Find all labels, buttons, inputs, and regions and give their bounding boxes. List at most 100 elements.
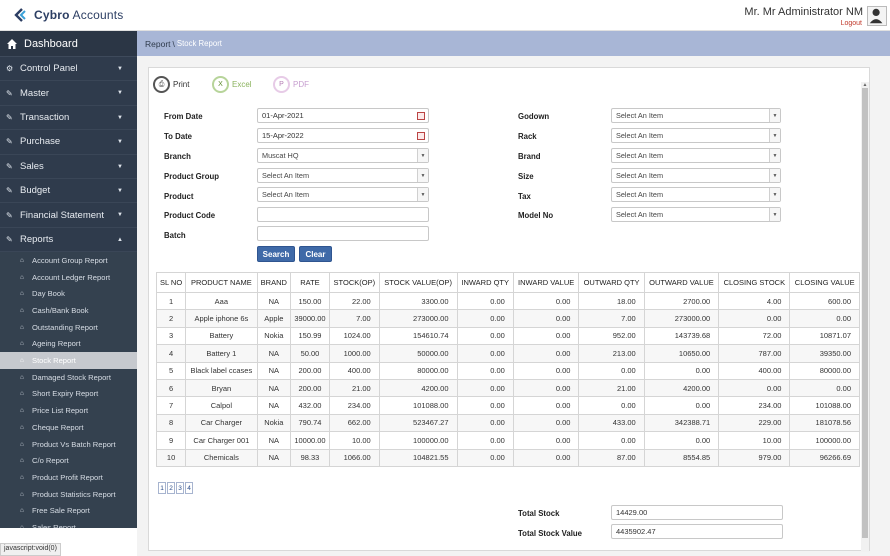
sidebar-item-label: Master — [20, 87, 50, 99]
tax-select[interactable]: Select An Item ▼ — [611, 187, 781, 202]
sidebar-link-damaged-stock-report[interactable]: ⌂ Damaged Stock Report — [0, 368, 137, 386]
table-cell: 10650.00 — [643, 344, 720, 363]
table-cell: 80000.00 — [378, 361, 458, 380]
page-link[interactable]: 4 — [185, 482, 193, 494]
sidebar-link-label: Sales Report — [32, 522, 76, 528]
home-icon: ⌂ — [20, 423, 24, 431]
sidebar-item-control-panel[interactable]: ⚙ Control Panel ▼ — [0, 57, 137, 82]
rack-select[interactable]: Select An Item ▼ — [611, 128, 781, 143]
sidebar-link-product-profit-report[interactable]: ⌂ Product Profit Report — [0, 469, 137, 486]
sidebar-link-c-o-report[interactable]: ⌂ C/o Report — [0, 452, 137, 470]
app-logo[interactable]: Cybro Accounts — [14, 8, 124, 22]
sidebar-link-ageing-report[interactable]: ⌂ Ageing Report — [0, 335, 137, 353]
logo-icon — [14, 8, 26, 22]
column-header: INWARD VALUE — [512, 272, 580, 293]
print-button[interactable]: ⎙ Print — [153, 76, 189, 93]
table-cell: 0.00 — [456, 448, 514, 467]
table-cell: 787.00 — [718, 344, 791, 363]
table-cell: 3 — [155, 326, 187, 346]
table-cell: 39000.00 — [290, 309, 330, 328]
sidebar-link-stock-report[interactable]: ⌂ Stock Report — [0, 352, 137, 369]
sidebar-item-reports[interactable]: ✎ Reports ▲ — [0, 228, 137, 253]
total-stock-label: Total Stock — [518, 509, 560, 518]
home-icon: ⌂ — [20, 323, 24, 331]
sidebar-link-account-group-report[interactable]: ⌂ Account Group Report — [0, 252, 137, 269]
sidebar-item-financial-statement[interactable]: ✎ Financial Statement ▼ — [0, 203, 137, 228]
table-cell: NA — [256, 291, 292, 311]
sidebar-link-cheque-report[interactable]: ⌂ Cheque Report — [0, 419, 137, 436]
breadcrumb-current: Stock Report — [176, 39, 222, 48]
table-cell: 400.00 — [328, 361, 380, 380]
sidebar-link-outstanding-report[interactable]: ⌂ Outstanding Report — [0, 318, 137, 336]
table-cell: 1000.00 — [328, 344, 380, 363]
brand-select[interactable]: Select An Item ▼ — [611, 148, 781, 163]
product-select[interactable]: Select An Item ▼ — [257, 187, 429, 202]
scrollbar-thumb[interactable] — [862, 88, 868, 538]
table-cell: 273000.00 — [643, 309, 720, 328]
page-link[interactable]: 1 — [158, 482, 166, 494]
pdf-button[interactable]: P PDF — [273, 76, 309, 93]
table-cell: 80000.00 — [789, 361, 860, 380]
breadcrumb-parent[interactable]: Report — [145, 38, 171, 49]
sidebar-item-sales[interactable]: ✎ Sales ▼ — [0, 155, 137, 179]
chevron-down-icon: ▼ — [117, 212, 123, 219]
table-cell: 790.74 — [290, 413, 330, 433]
product-group-select[interactable]: Select An Item ▼ — [257, 168, 429, 183]
to-date-input[interactable]: 15-Apr-2022 — [257, 128, 429, 143]
chevron-down-icon: ▼ — [769, 129, 780, 142]
size-select[interactable]: Select An Item ▼ — [611, 168, 781, 183]
sidebar-link-product-statistics-report[interactable]: ⌂ Product Statistics Report — [0, 485, 137, 503]
scroll-up-arrow[interactable]: ▲ — [862, 82, 868, 88]
sidebar-link-product-vs-batch-report[interactable]: ⌂ Product Vs Batch Report — [0, 435, 137, 453]
godown-select[interactable]: Select An Item ▼ — [611, 108, 781, 123]
calendar-icon[interactable] — [417, 112, 425, 120]
table-cell: 10 — [155, 448, 187, 467]
table-cell: 154610.74 — [378, 326, 458, 346]
batch-input[interactable] — [257, 226, 429, 241]
from-date-input[interactable]: 01-Apr-2021 — [257, 108, 429, 123]
model-no-select[interactable]: Select An Item ▼ — [611, 207, 781, 222]
product-code-input[interactable] — [257, 207, 429, 222]
table-cell: 22.00 — [328, 291, 380, 311]
search-button[interactable]: Search — [257, 246, 295, 262]
sidebar-link-sales-report[interactable]: ⌂ Sales Report — [0, 519, 137, 528]
table-cell: Battery — [185, 326, 258, 346]
sidebar-item-master[interactable]: ✎ Master ▼ — [0, 81, 137, 106]
sidebar-item-dashboard[interactable]: Dashboard — [0, 31, 137, 57]
sidebar-link-cash-bank-book[interactable]: ⌂ Cash/Bank Book — [0, 302, 137, 319]
table-cell: 979.00 — [718, 448, 791, 467]
table-cell: 0.00 — [643, 396, 720, 415]
home-icon: ⌂ — [20, 390, 24, 398]
table-cell: 234.00 — [328, 396, 380, 415]
calendar-icon[interactable] — [417, 132, 425, 140]
stock-report-table: SL NO PRODUCT NAME BRAND RATE STOCK(OP) STOCK… — [155, 272, 860, 467]
sidebar-link-label: Cheque Report — [32, 422, 84, 432]
top-bar: Cybro Accounts Mr. Mr Administrator NM L… — [0, 0, 890, 31]
model-no-value: Select An Item — [616, 210, 664, 219]
avatar[interactable] — [867, 6, 887, 26]
sidebar-link-account-ledger-report[interactable]: ⌂ Account Ledger Report — [0, 268, 137, 286]
clear-button[interactable]: Clear — [299, 246, 332, 262]
sidebar-item-purchase[interactable]: ✎ Purchase ▼ — [0, 130, 137, 155]
sidebar-item-transaction[interactable]: ✎ Transaction ▼ — [0, 106, 137, 131]
logout-link[interactable]: Logout — [840, 20, 862, 27]
table-cell: Car Charger — [185, 413, 258, 433]
branch-select[interactable]: Muscat HQ ▼ — [257, 148, 429, 163]
page-link[interactable]: 2 — [167, 482, 175, 494]
table-cell: 1024.00 — [328, 326, 380, 346]
table-cell: 98.33 — [290, 448, 330, 467]
page-link[interactable]: 3 — [176, 482, 184, 494]
sidebar-link-free-sale-report[interactable]: ⌂ Free Sale Report — [0, 502, 137, 520]
column-header: CLOSING STOCK — [718, 272, 791, 293]
sidebar-link-price-list-report[interactable]: ⌂ Price List Report — [0, 402, 137, 419]
brand-label: Brand — [518, 152, 541, 161]
sidebar-link-label: Account Group Report — [32, 255, 108, 265]
sidebar-link-short-expiry-report[interactable]: ⌂ Short Expiry Report — [0, 385, 137, 403]
sidebar-item-budget[interactable]: ✎ Budget ▼ — [0, 179, 137, 204]
chevron-down-icon: ▼ — [769, 188, 780, 201]
table-cell: 9 — [155, 431, 187, 450]
table-header-row: SL NO PRODUCT NAME BRAND RATE STOCK(OP) STOCK… — [155, 272, 860, 293]
sidebar-link-day-book[interactable]: ⌂ Day Book — [0, 285, 137, 303]
godown-value: Select An Item — [616, 111, 664, 120]
excel-button[interactable]: X Excel — [212, 76, 252, 93]
